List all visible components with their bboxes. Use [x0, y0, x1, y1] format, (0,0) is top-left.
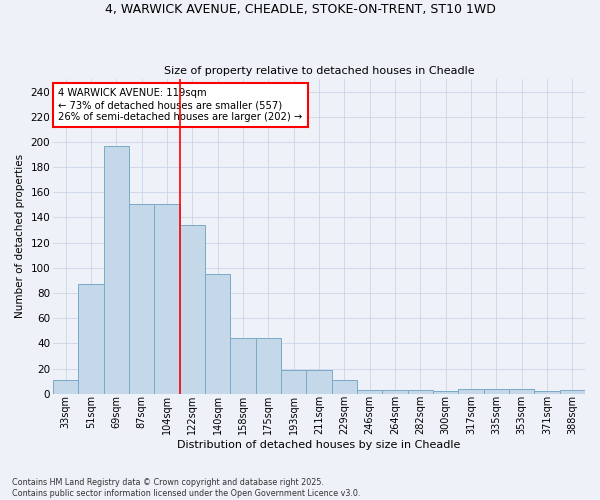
Y-axis label: Number of detached properties: Number of detached properties	[15, 154, 25, 318]
Bar	[256, 338, 281, 394]
Bar	[205, 274, 230, 394]
Title: Size of property relative to detached houses in Cheadle: Size of property relative to detached ho…	[164, 66, 475, 76]
Bar	[104, 146, 129, 394]
Bar	[53, 380, 79, 394]
Bar	[458, 388, 484, 394]
Bar	[307, 370, 332, 394]
Bar	[129, 204, 154, 394]
Bar	[535, 391, 560, 394]
Bar	[357, 390, 382, 394]
Text: 4 WARWICK AVENUE: 119sqm
← 73% of detached houses are smaller (557)
26% of semi-: 4 WARWICK AVENUE: 119sqm ← 73% of detach…	[58, 88, 302, 122]
Bar	[154, 204, 180, 394]
Bar	[230, 338, 256, 394]
Bar	[180, 225, 205, 394]
Bar	[332, 380, 357, 394]
Bar	[560, 390, 585, 394]
X-axis label: Distribution of detached houses by size in Cheadle: Distribution of detached houses by size …	[178, 440, 461, 450]
Bar	[484, 388, 509, 394]
Bar	[79, 284, 104, 394]
Bar	[382, 390, 407, 394]
Bar	[407, 390, 433, 394]
Bar	[509, 388, 535, 394]
Text: 4, WARWICK AVENUE, CHEADLE, STOKE-ON-TRENT, ST10 1WD: 4, WARWICK AVENUE, CHEADLE, STOKE-ON-TRE…	[104, 2, 496, 16]
Bar	[281, 370, 307, 394]
Bar	[433, 391, 458, 394]
Text: Contains HM Land Registry data © Crown copyright and database right 2025.
Contai: Contains HM Land Registry data © Crown c…	[12, 478, 361, 498]
